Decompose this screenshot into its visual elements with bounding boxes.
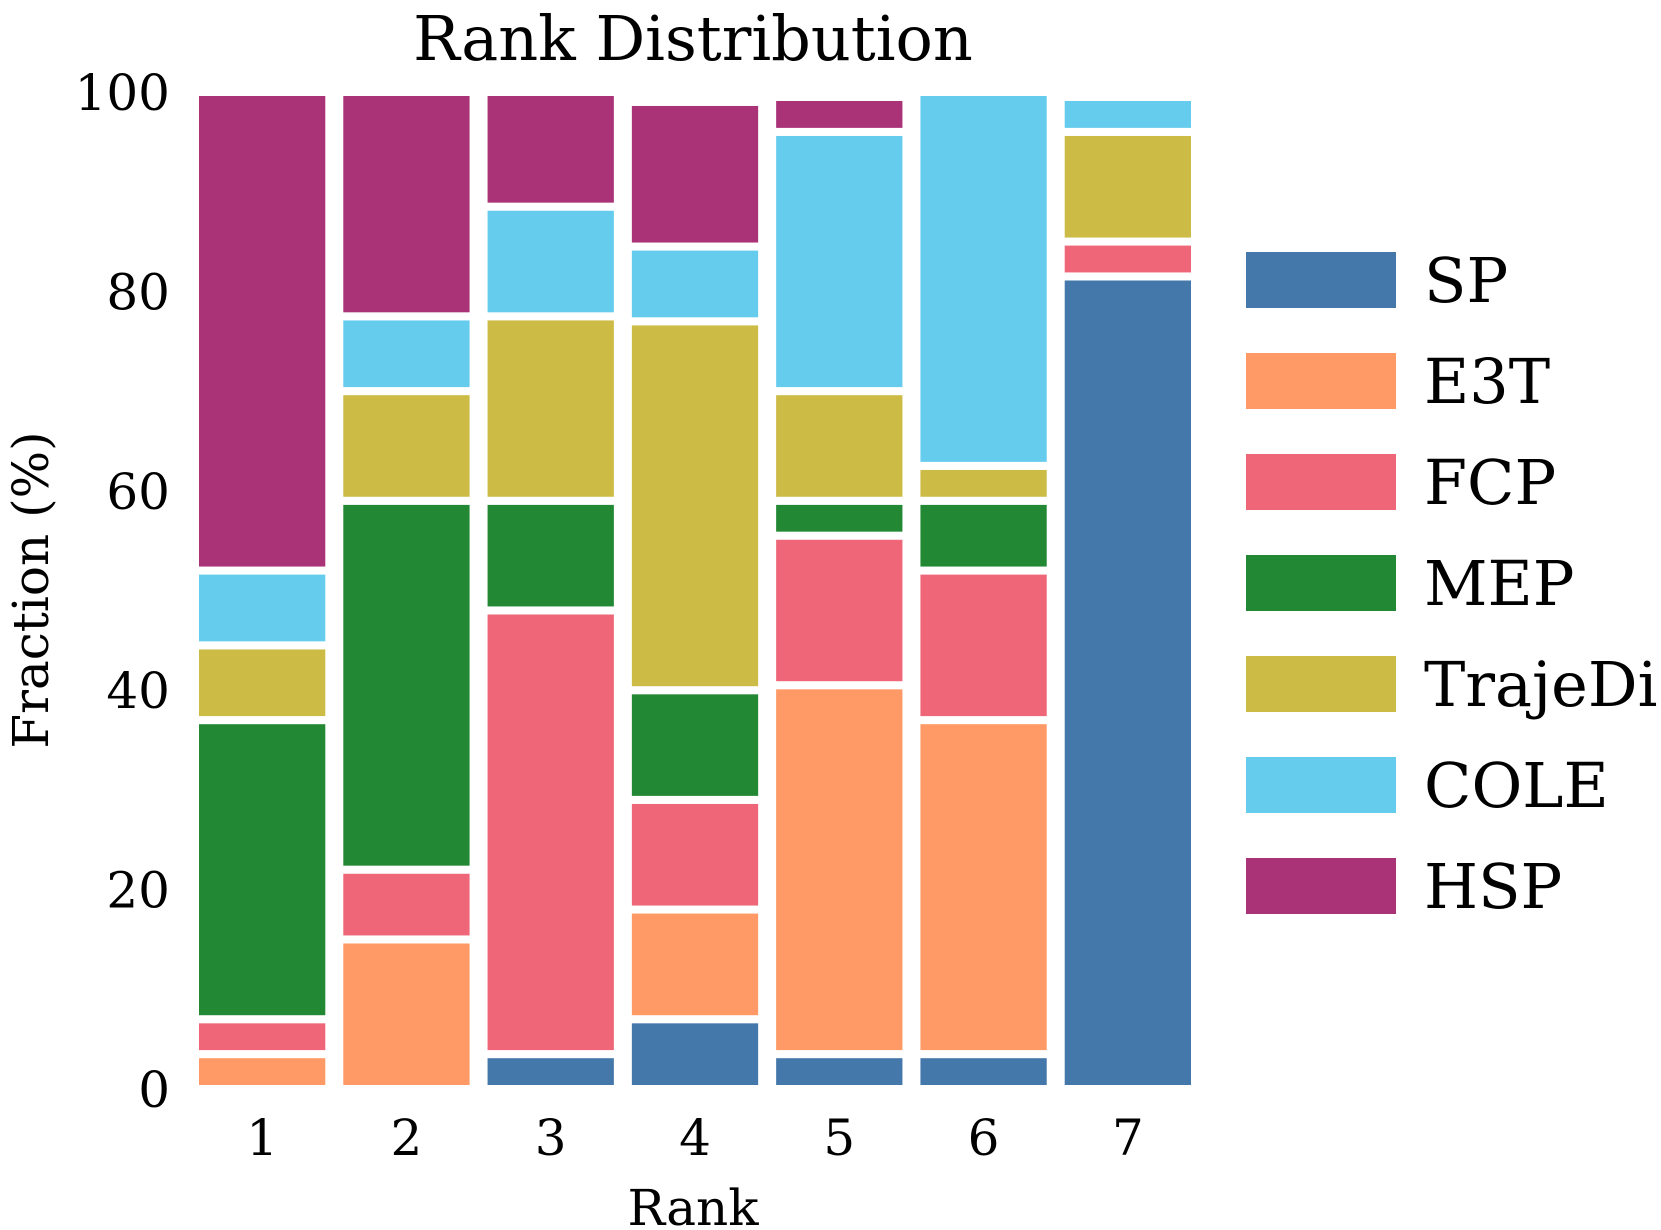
legend-swatch-sp <box>1246 252 1396 308</box>
bar-segment-hsp-rank-4 <box>623 97 767 251</box>
legend-label-sp: SP <box>1424 244 1508 317</box>
bars-group <box>191 88 1199 1094</box>
bar-segment-trajedi-rank-1 <box>191 641 334 725</box>
bar-segment-mep-rank-2 <box>335 496 478 874</box>
y-axis-label: Fraction (%) <box>2 431 60 748</box>
bar-segment-hsp-rank-2 <box>335 88 478 321</box>
legend-label-mep: MEP <box>1424 547 1574 620</box>
bar-segment-e3t-rank-4 <box>623 905 767 1024</box>
legend-swatch-hsp <box>1246 858 1396 914</box>
legend-swatch-fcp <box>1246 454 1396 510</box>
bar-segment-trajedi-rank-3 <box>479 312 622 505</box>
bar-segment-mep-rank-4 <box>623 686 767 804</box>
y-tick-label: 0 <box>138 1061 170 1119</box>
bar-segment-fcp-rank-2 <box>335 865 478 944</box>
bar-segment-hsp-rank-1 <box>191 88 334 575</box>
y-tick-label: 20 <box>106 862 170 920</box>
x-tick-label: 2 <box>391 1109 423 1167</box>
bar-segment-e3t-rank-1 <box>191 1050 334 1093</box>
y-tick-label: 40 <box>106 662 170 720</box>
bar-segment-cole-rank-3 <box>479 202 622 321</box>
bar-segment-sp-rank-3 <box>479 1050 622 1093</box>
bar-segment-fcp-rank-3 <box>479 606 622 1059</box>
bar-segment-fcp-rank-6 <box>912 566 1055 725</box>
y-tick-label: 60 <box>106 463 170 521</box>
bar-segment-sp-rank-5 <box>768 1050 911 1093</box>
bar-segment-hsp-rank-3 <box>479 88 622 211</box>
x-tick-label: 3 <box>535 1109 567 1167</box>
bar-segment-sp-rank-4 <box>623 1015 767 1094</box>
bar-segment-cole-rank-6 <box>912 88 1055 470</box>
x-tick-label: 5 <box>823 1109 855 1167</box>
y-tick-label: 80 <box>106 263 170 321</box>
bar-segment-trajedi-rank-2 <box>335 387 478 505</box>
bar-segment-fcp-rank-7 <box>1056 237 1199 281</box>
legend-swatch-mep <box>1246 555 1396 611</box>
bar-segment-trajedi-rank-7 <box>1056 127 1199 246</box>
bar-segment-trajedi-rank-6 <box>912 461 1055 505</box>
bar-segment-mep-rank-5 <box>768 496 911 540</box>
x-tick-label: 6 <box>968 1109 1000 1167</box>
y-axis-ticks: 0 20 40 60 80 100 <box>75 64 170 1119</box>
legend-swatch-cole <box>1246 757 1396 813</box>
legend-label-cole: COLE <box>1424 749 1609 822</box>
bar-segment-mep-rank-3 <box>479 496 622 615</box>
bar-segment-fcp-rank-4 <box>623 795 767 914</box>
bar-segment-sp-rank-6 <box>912 1050 1055 1093</box>
bar-segment-mep-rank-6 <box>912 496 1055 575</box>
x-tick-label: 1 <box>246 1109 278 1167</box>
legend-label-hsp: HSP <box>1424 850 1562 923</box>
legend-label-trajedi: TrajeDi <box>1424 648 1657 721</box>
x-axis-label: Rank <box>627 1179 759 1230</box>
x-axis-ticks: 1 2 3 4 5 6 7 <box>246 1109 1144 1167</box>
y-tick-label: 100 <box>75 64 170 122</box>
x-tick-label: 7 <box>1112 1109 1144 1167</box>
bar-segment-cole-rank-1 <box>191 566 334 650</box>
bar-segment-e3t-rank-5 <box>768 681 911 1059</box>
bar-segment-trajedi-rank-4 <box>623 317 767 695</box>
bar-segment-cole-rank-7 <box>1056 92 1199 136</box>
bar-segment-e3t-rank-6 <box>912 716 1055 1059</box>
bar-segment-fcp-rank-5 <box>768 531 911 690</box>
bar-segment-hsp-rank-5 <box>768 92 911 136</box>
legend: SP E3T FCP MEP TrajeDi COLE HSP <box>1246 244 1657 923</box>
bar-segment-cole-rank-5 <box>768 127 911 396</box>
bar-segment-mep-rank-1 <box>191 716 334 1024</box>
legend-label-fcp: FCP <box>1424 446 1556 519</box>
legend-swatch-e3t <box>1246 353 1396 409</box>
bar-segment-fcp-rank-1 <box>191 1015 334 1059</box>
bar-segment-sp-rank-7 <box>1056 272 1199 1093</box>
legend-swatch-trajedi <box>1246 656 1396 712</box>
bar-segment-cole-rank-2 <box>335 312 478 396</box>
legend-label-e3t: E3T <box>1424 345 1550 418</box>
bar-segment-trajedi-rank-5 <box>768 387 911 505</box>
x-tick-label: 4 <box>679 1109 711 1167</box>
chart-title: Rank Distribution <box>413 2 973 75</box>
bar-segment-cole-rank-4 <box>623 242 767 326</box>
bar-segment-e3t-rank-2 <box>335 935 478 1094</box>
